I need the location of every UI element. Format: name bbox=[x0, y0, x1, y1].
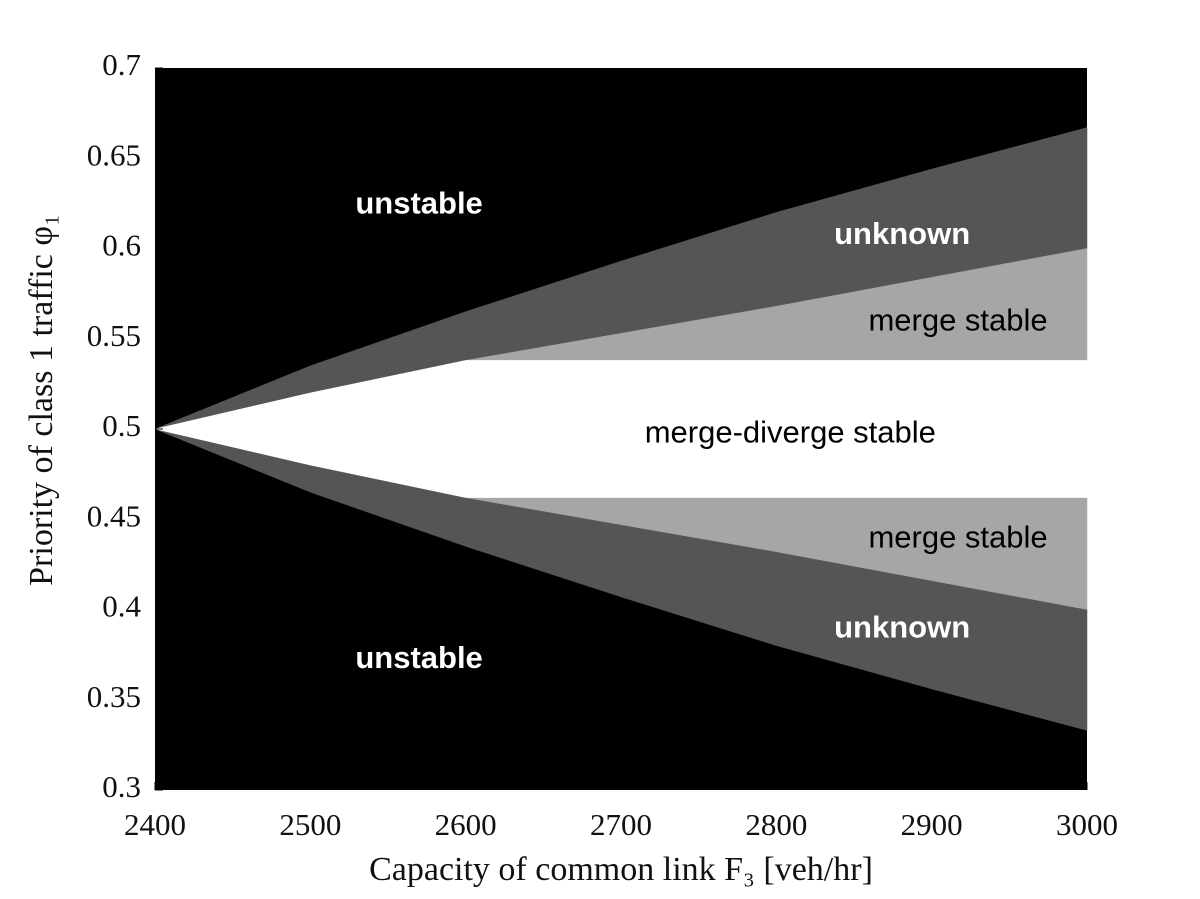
y-axis-label: Priority of class 1 traffic φ₁ bbox=[23, 214, 60, 586]
x-tick-label: 2700 bbox=[590, 807, 652, 842]
y-tick-label: 0.4 bbox=[102, 589, 141, 624]
region-label: unstable bbox=[355, 185, 482, 220]
y-tick-label: 0.45 bbox=[87, 498, 141, 533]
y-tick-label: 0.7 bbox=[102, 47, 141, 82]
y-tick-label: 0.55 bbox=[87, 318, 141, 353]
x-axis-label: Capacity of common link F₃ [veh/hr] bbox=[369, 851, 873, 888]
region bbox=[154, 360, 1088, 498]
region-label: unknown bbox=[834, 610, 970, 645]
y-tick-label: 0.5 bbox=[102, 408, 141, 443]
region-label: merge stable bbox=[868, 303, 1047, 338]
x-tick-label: 2800 bbox=[745, 807, 807, 842]
x-tick-label: 2400 bbox=[124, 807, 186, 842]
region-label: merge stable bbox=[868, 519, 1047, 554]
plot-area bbox=[154, 68, 1088, 790]
y-tick-label: 0.35 bbox=[87, 679, 141, 714]
x-tick-label: 2600 bbox=[435, 807, 497, 842]
x-tick-label: 2900 bbox=[901, 807, 963, 842]
x-tick-label: 2500 bbox=[279, 807, 341, 842]
region-label: unstable bbox=[355, 640, 482, 675]
region-label: unknown bbox=[834, 216, 970, 251]
y-tick-label: 0.6 bbox=[102, 228, 141, 263]
y-tick-label: 0.3 bbox=[102, 769, 141, 804]
x-tick-label: 3000 bbox=[1056, 807, 1118, 842]
region-label: merge-diverge stable bbox=[645, 415, 936, 450]
y-tick-label: 0.65 bbox=[87, 137, 141, 172]
